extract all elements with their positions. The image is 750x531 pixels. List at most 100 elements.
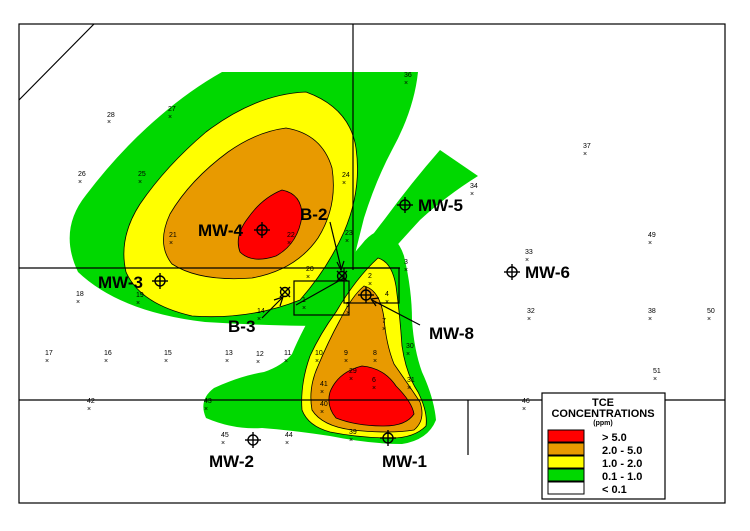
- sample-point[interactable]: 25×: [138, 171, 146, 186]
- sample-point[interactable]: 18×: [76, 291, 84, 306]
- legend-swatch-1to2: [547, 455, 585, 469]
- sample-point[interactable]: 34×: [470, 183, 478, 198]
- sample-point[interactable]: 40×: [320, 401, 328, 416]
- sample-point[interactable]: 46×: [522, 398, 530, 413]
- svg-text:25: 25: [138, 171, 146, 178]
- svg-text:×: ×: [302, 305, 306, 312]
- svg-text:×: ×: [284, 358, 288, 365]
- sample-point[interactable]: 51×: [653, 368, 661, 383]
- svg-text:33: 33: [525, 249, 533, 256]
- sample-point[interactable]: 45×: [221, 432, 229, 447]
- sample-point[interactable]: 16×: [104, 350, 112, 365]
- sample-point[interactable]: 5×: [346, 302, 350, 317]
- svg-text:×: ×: [107, 119, 111, 126]
- sample-point[interactable]: 2×: [368, 273, 372, 288]
- svg-text:×: ×: [285, 440, 289, 447]
- sample-point[interactable]: 11×: [284, 350, 291, 365]
- svg-text:18: 18: [76, 291, 84, 298]
- svg-text:×: ×: [45, 358, 49, 365]
- svg-text:×: ×: [87, 406, 91, 413]
- sample-point[interactable]: 26×: [78, 171, 86, 186]
- svg-text:43: 43: [204, 398, 212, 405]
- svg-text:×: ×: [345, 238, 349, 245]
- sample-point[interactable]: 10×: [315, 350, 323, 365]
- sample-point[interactable]: 13×: [225, 350, 233, 365]
- sample-point[interactable]: 29×: [349, 368, 357, 383]
- boring-marker-b3[interactable]: [279, 286, 291, 298]
- svg-text:×: ×: [287, 240, 291, 247]
- svg-text:5: 5: [346, 302, 350, 309]
- sample-point[interactable]: 36×: [404, 72, 412, 87]
- sample-point[interactable]: 38×: [648, 308, 656, 323]
- label-mw3: MW-3: [98, 273, 143, 292]
- sample-point[interactable]: 21×: [169, 232, 177, 247]
- site-boundaries: [18, 23, 726, 504]
- sample-point[interactable]: 50×: [707, 308, 715, 323]
- sample-point[interactable]: 24×: [342, 172, 350, 187]
- diagonal-road: [18, 23, 95, 101]
- svg-text:×: ×: [344, 358, 348, 365]
- sample-point[interactable]: 14×: [257, 308, 265, 323]
- sample-point[interactable]: 9×: [344, 350, 348, 365]
- sample-point[interactable]: 28×: [107, 112, 115, 126]
- svg-text:×: ×: [257, 316, 261, 323]
- sample-point[interactable]: 17×: [45, 350, 53, 365]
- label-mw2: MW-2: [209, 452, 254, 471]
- sample-point[interactable]: 19×: [136, 292, 144, 307]
- well-marker-mw5[interactable]: [397, 197, 413, 213]
- sample-point[interactable]: 37×: [583, 143, 591, 158]
- map-border: [18, 23, 726, 504]
- svg-text:51: 51: [653, 368, 661, 375]
- sample-point[interactable]: 31×: [407, 377, 415, 392]
- svg-text:×: ×: [527, 316, 531, 323]
- sample-point[interactable]: 30×: [406, 343, 414, 358]
- sample-point[interactable]: 8×: [373, 350, 377, 365]
- svg-text:×: ×: [407, 385, 411, 392]
- sample-point[interactable]: 44×: [285, 432, 293, 447]
- svg-text:24: 24: [342, 172, 350, 179]
- sample-point[interactable]: 1×: [302, 297, 306, 312]
- svg-text:×: ×: [78, 179, 82, 186]
- svg-text:15: 15: [164, 350, 172, 357]
- lower-plume: [203, 232, 436, 444]
- sample-point[interactable]: 23×: [345, 230, 353, 245]
- well-marker-mw1[interactable]: [380, 430, 396, 446]
- svg-text:×: ×: [470, 191, 474, 198]
- sample-point[interactable]: 15×: [164, 350, 172, 365]
- svg-text:×: ×: [707, 316, 711, 323]
- sample-point[interactable]: 49×: [648, 232, 656, 247]
- sample-point[interactable]: 33×: [525, 249, 533, 264]
- sample-point[interactable]: 22×: [287, 232, 295, 247]
- sample-point[interactable]: 41×: [320, 381, 328, 396]
- sample-point[interactable]: 43×: [204, 398, 212, 413]
- svg-text:×: ×: [525, 257, 529, 264]
- svg-text:29: 29: [349, 368, 357, 375]
- well-marker-mw2[interactable]: [245, 432, 261, 448]
- svg-text:4: 4: [385, 291, 389, 298]
- boring-marker-b2[interactable]: [336, 270, 348, 282]
- svg-text:6: 6: [372, 377, 376, 384]
- svg-text:×: ×: [76, 299, 80, 306]
- sample-point[interactable]: 12×: [256, 351, 264, 366]
- svg-text:×: ×: [349, 437, 353, 444]
- well-marker-mw8[interactable]: [358, 287, 374, 303]
- sample-point[interactable]: 42×: [87, 398, 95, 413]
- sample-point[interactable]: 3×: [404, 259, 408, 274]
- svg-text:×: ×: [221, 440, 225, 447]
- svg-text:40: 40: [320, 401, 328, 408]
- sample-point[interactable]: 6×: [372, 377, 376, 392]
- sample-point[interactable]: 27×: [168, 106, 176, 121]
- svg-text:45: 45: [221, 432, 229, 439]
- svg-text:17: 17: [45, 350, 53, 357]
- sample-point[interactable]: 39×: [349, 429, 357, 444]
- sample-point[interactable]: 4×: [385, 291, 389, 306]
- sample-point[interactable]: 7×: [382, 318, 386, 333]
- svg-text:×: ×: [349, 376, 353, 383]
- svg-text:1: 1: [302, 297, 306, 304]
- well-marker-mw6[interactable]: [504, 264, 520, 280]
- sample-point[interactable]: 32×: [527, 308, 535, 323]
- sample-point[interactable]: 20×: [306, 266, 314, 281]
- well-marker-mw4[interactable]: [254, 222, 270, 238]
- well-marker-mw3[interactable]: [152, 273, 168, 289]
- svg-text:×: ×: [404, 267, 408, 274]
